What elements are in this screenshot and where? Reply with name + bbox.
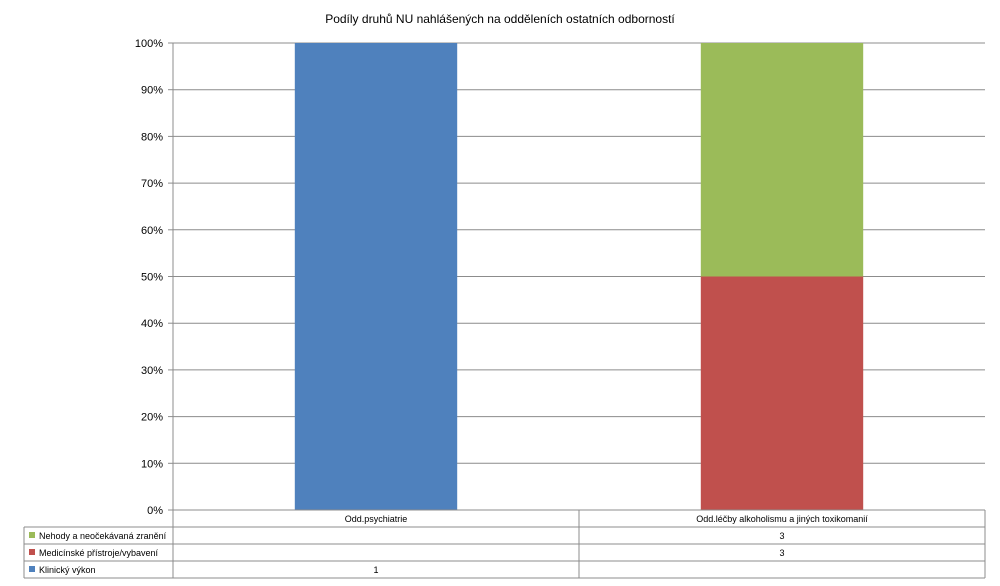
legend-label: Klinický výkon (39, 565, 96, 575)
bar (700, 43, 864, 277)
legend-swatch (29, 549, 35, 555)
bar (294, 43, 458, 510)
data-label: 3 (779, 531, 784, 541)
y-tick-label: 10% (141, 458, 163, 470)
y-tick-label: 80% (141, 131, 163, 143)
data-table: Odd.psychiatrie Odd.léčby alkoholismu a j… (23, 509, 986, 579)
y-tick-label: 100% (135, 38, 163, 50)
bars (294, 43, 864, 510)
legend-swatch (29, 566, 35, 572)
legend-swatch (29, 532, 35, 538)
y-axis: 0% 10% 20% 30% 40% 50% 60% 70% 80% 90% 100% (135, 38, 163, 517)
y-tick-label: 90% (141, 85, 163, 97)
y-tick-label: 60% (141, 225, 163, 237)
bar (700, 276, 864, 510)
x-tick-label: Odd.léčby alkoholismu a jiných toxikoman… (696, 514, 868, 524)
chart-title: Podíly druhů NU nahlášených na odděleníc… (325, 12, 675, 26)
y-tick-label: 40% (141, 318, 163, 330)
y-tick-label: 30% (141, 365, 163, 377)
data-label: 3 (779, 548, 784, 558)
legend-label: Nehody a neočekávaná zranění (39, 531, 167, 541)
y-tick-label: 20% (141, 412, 163, 424)
y-tick-label: 50% (141, 272, 163, 284)
x-tick-label: Odd.psychiatrie (345, 514, 408, 524)
y-tick-label: 0% (147, 505, 163, 517)
data-label: 1 (373, 565, 378, 575)
y-tick-label: 70% (141, 178, 163, 190)
legend-label: Medicínské přístroje/vybavení (39, 548, 159, 558)
